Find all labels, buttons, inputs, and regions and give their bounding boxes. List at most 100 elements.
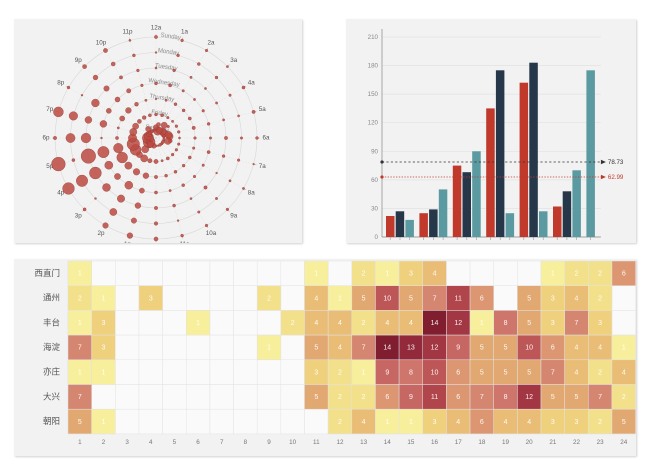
svg-text:6: 6 <box>551 345 555 352</box>
svg-text:8: 8 <box>504 394 508 401</box>
svg-text:2p: 2p <box>97 230 105 237</box>
svg-text:9: 9 <box>456 345 460 352</box>
svg-text:4: 4 <box>575 295 579 302</box>
svg-text:16: 16 <box>431 439 439 446</box>
svg-text:通州: 通州 <box>43 293 60 303</box>
svg-text:7: 7 <box>551 369 555 376</box>
svg-text:4: 4 <box>456 419 460 426</box>
svg-text:5: 5 <box>362 295 366 302</box>
svg-text:6: 6 <box>385 394 389 401</box>
svg-text:3: 3 <box>102 345 106 352</box>
svg-text:7p: 7p <box>46 106 54 113</box>
svg-text:2a: 2a <box>207 39 215 46</box>
svg-text:11p: 11p <box>122 28 133 35</box>
svg-text:5: 5 <box>78 419 82 426</box>
svg-text:2: 2 <box>291 320 295 327</box>
svg-text:0: 0 <box>375 234 379 241</box>
svg-text:6: 6 <box>196 439 200 446</box>
svg-text:180: 180 <box>368 63 379 70</box>
svg-text:1: 1 <box>314 271 318 278</box>
svg-text:22: 22 <box>573 439 581 446</box>
svg-text:1: 1 <box>102 295 106 302</box>
svg-text:62.99: 62.99 <box>608 174 624 181</box>
svg-text:5: 5 <box>173 439 177 446</box>
svg-text:24: 24 <box>620 439 628 446</box>
svg-text:1: 1 <box>78 369 82 376</box>
svg-text:大兴: 大兴 <box>43 391 61 401</box>
svg-text:15: 15 <box>407 439 415 446</box>
svg-text:海淀: 海淀 <box>43 342 61 352</box>
svg-text:4: 4 <box>385 320 389 327</box>
svg-text:4: 4 <box>149 439 153 446</box>
svg-text:4: 4 <box>314 295 318 302</box>
svg-text:10: 10 <box>383 295 391 302</box>
svg-text:3: 3 <box>551 419 555 426</box>
svg-text:30: 30 <box>371 205 378 212</box>
svg-text:2: 2 <box>598 369 602 376</box>
svg-text:4: 4 <box>575 369 579 376</box>
svg-text:1: 1 <box>551 271 555 278</box>
svg-text:12: 12 <box>431 345 439 352</box>
svg-text:12: 12 <box>525 394 533 401</box>
svg-text:4: 4 <box>409 320 413 327</box>
svg-text:3: 3 <box>575 419 579 426</box>
svg-text:1: 1 <box>409 419 413 426</box>
svg-text:4: 4 <box>433 271 437 278</box>
svg-text:2: 2 <box>362 394 366 401</box>
svg-text:2: 2 <box>575 271 579 278</box>
svg-text:6: 6 <box>622 271 626 278</box>
svg-text:Sunday: Sunday <box>160 33 181 42</box>
svg-text:3: 3 <box>102 320 106 327</box>
svg-text:Monday: Monday <box>157 48 179 57</box>
svg-text:1: 1 <box>196 320 200 327</box>
svg-text:8p: 8p <box>57 80 65 87</box>
svg-text:13: 13 <box>407 345 415 352</box>
svg-text:4: 4 <box>338 320 342 327</box>
svg-text:2: 2 <box>598 419 602 426</box>
svg-text:7: 7 <box>362 345 366 352</box>
svg-text:1: 1 <box>338 295 342 302</box>
svg-text:1a: 1a <box>181 28 189 35</box>
svg-text:2: 2 <box>338 369 342 376</box>
svg-text:4: 4 <box>314 320 318 327</box>
svg-text:8: 8 <box>244 439 248 446</box>
svg-text:4: 4 <box>598 345 602 352</box>
svg-text:9: 9 <box>409 394 413 401</box>
svg-text:5: 5 <box>480 369 484 376</box>
svg-text:3: 3 <box>149 295 153 302</box>
svg-text:2: 2 <box>598 295 602 302</box>
svg-text:1: 1 <box>78 439 82 446</box>
svg-text:6: 6 <box>456 369 460 376</box>
svg-text:11: 11 <box>313 439 320 446</box>
svg-text:9p: 9p <box>75 57 83 64</box>
svg-text:1: 1 <box>362 369 366 376</box>
svg-text:5: 5 <box>504 369 508 376</box>
svg-text:120: 120 <box>368 120 379 127</box>
svg-text:2: 2 <box>267 295 271 302</box>
svg-text:3: 3 <box>314 369 318 376</box>
svg-text:2: 2 <box>78 295 82 302</box>
svg-text:1: 1 <box>102 419 106 426</box>
svg-text:5: 5 <box>527 295 531 302</box>
svg-text:4: 4 <box>338 345 342 352</box>
svg-text:23: 23 <box>597 439 605 446</box>
svg-text:4: 4 <box>622 369 626 376</box>
svg-text:Friday: Friday <box>151 110 168 118</box>
svg-text:5: 5 <box>409 295 413 302</box>
svg-text:60: 60 <box>371 177 378 184</box>
svg-text:6: 6 <box>456 394 460 401</box>
svg-text:8: 8 <box>504 320 508 327</box>
svg-text:1: 1 <box>102 369 106 376</box>
svg-text:西直门: 西直门 <box>34 268 60 278</box>
svg-text:12: 12 <box>336 439 344 446</box>
svg-text:2: 2 <box>622 394 626 401</box>
svg-text:1: 1 <box>480 320 484 327</box>
svg-text:2: 2 <box>362 271 366 278</box>
svg-text:5: 5 <box>622 419 626 426</box>
svg-text:8a: 8a <box>248 190 256 197</box>
svg-text:5: 5 <box>551 394 555 401</box>
svg-text:18: 18 <box>478 439 486 446</box>
svg-text:Wednesday: Wednesday <box>148 78 180 88</box>
svg-text:5: 5 <box>527 320 531 327</box>
svg-text:4: 4 <box>504 419 508 426</box>
